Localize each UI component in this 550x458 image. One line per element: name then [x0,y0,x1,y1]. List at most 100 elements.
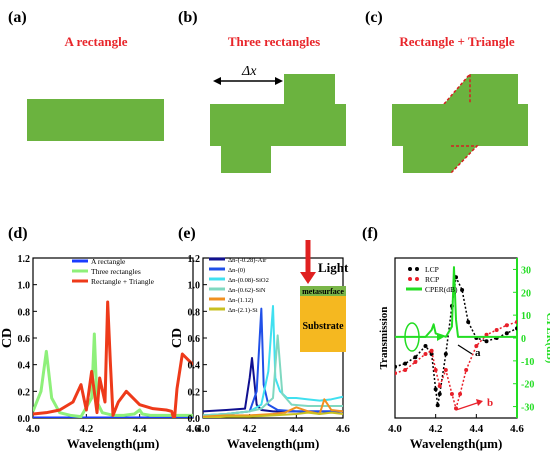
y-tick-label: 0.8 [18,307,31,318]
x-tick-label: 4.2 [79,423,93,435]
dx-arrow-head-right-icon [275,77,283,85]
y-tick-label: 0.6 [18,334,31,345]
y-axis-label: CD [0,328,15,348]
marker-b-label: b [487,397,493,409]
legend-label: Three rectangles [91,267,141,276]
metasurface-layer [300,286,346,296]
right-y-tick-label: 0 [521,334,526,345]
cper-indicator-ellipse [404,322,420,352]
panel-c-letter: (c) [365,9,383,26]
legend-label: Δn-(2.1)-Si [228,307,258,314]
substrate-layer [300,296,346,352]
cper-arrow-head-icon [437,333,444,341]
marker-b-line [455,401,481,411]
x-tick-label: 4.6 [336,423,350,435]
legend-marker [415,277,419,281]
panel-b: (b) Three rectangles Δx [178,9,346,173]
top-rectangle-shape [284,74,335,104]
plot-area [203,305,343,418]
data-point-rcp [429,348,434,353]
panel-b-letter: (b) [178,9,198,26]
series-line [395,266,517,338]
bottom-rectangle-shape [403,146,451,173]
right-y-tick-label: 20 [521,288,531,299]
y-tick-label: 0.0 [188,414,201,425]
legend-label: Δn-(0) [228,267,245,274]
legend-label: LCP [425,265,439,274]
y-tick-label: 0.2 [188,387,201,398]
panel-c-caption: Rectangle + Triangle [399,34,514,49]
panel-b-caption: Three rectangles [228,34,320,49]
legend-label: CPER(dB) [425,285,458,294]
legend-label: RCP [425,275,439,284]
right-y-tick-label: -30 [521,403,534,414]
x-axis-label: Wavelength(μm) [227,436,320,451]
y-tick-label: 0.2 [18,387,31,398]
x-axis-label: Wavelength(μm) [410,436,503,451]
top-triangle-shape [444,74,470,104]
y-tick-label: 0.4 [18,361,31,372]
panel-a-caption: A rectangle [65,34,128,49]
axes-frame [394,257,518,419]
y-tick-label: 1.2 [188,254,201,265]
rectangle-shape [27,99,164,141]
x-tick-label: 4.0 [26,423,40,435]
substrate-label: Substrate [302,321,344,332]
series-line [395,321,517,412]
panel-letter: (f) [362,225,378,242]
y-tick-label: 0.4 [188,361,201,372]
y-tick-label: 0.6 [188,334,201,345]
marker-b-arrow-icon [476,399,483,406]
y-tick-label: 0.0 [18,414,31,425]
y-axis-label: CD [170,328,185,348]
legend-label: A rectangle [91,257,126,266]
series-line [203,398,343,418]
panel-letter: (e) [178,225,196,242]
plot-area [33,300,193,418]
right-y-tick-label: -20 [521,380,534,391]
y-axis-label: Transmission [378,307,390,370]
legend-marker [408,277,412,281]
data-point-lcp [433,387,438,392]
chart-e: (e) 4.0 4.2 4.4 4.6 Wavelength(μm) 0.0 0.2 0.4 0.… [170,225,350,451]
x-tick-label: 4.0 [388,423,402,435]
legend-marker [408,267,412,271]
x-tick-label: 4.2 [243,423,257,435]
y-tick-label: 0.8 [188,307,201,318]
dx-arrow-head-left-icon [213,77,221,85]
dx-label: Δx [241,64,257,79]
x-tick-label: 4.4 [469,423,483,435]
legend-label: Δn-(-0.28)-Air [228,257,267,264]
legend-label: Δn-(0.62)-SiN [228,287,266,294]
y-tick-label: 1.0 [188,281,201,292]
x-tick-label: 4.4 [133,423,147,435]
y-tick-label: 1.2 [18,254,31,265]
panel-a-letter: (a) [8,9,27,26]
plot-area [395,266,517,412]
legend-label: Δn-(0.08)-SiO2 [228,277,269,284]
top-rectangle-shape [470,74,518,104]
middle-rectangle-shape [392,104,528,146]
light-arrow-head-icon [300,272,316,284]
chart-d: (d) 4.0 4.2 4.4 4.6 Wavelength(μm) 0.0 0.2 0.4 0.… [0,225,200,451]
panel-c: (c) Rectangle + Triangle [365,9,528,174]
series-line [33,300,193,418]
right-y-axis-label: CPER(dB) [544,313,550,364]
x-tick-label: 4.6 [510,423,524,435]
x-tick-label: 4.6 [186,423,200,435]
bottom-triangle-outline [450,145,479,174]
middle-rectangle-shape [210,104,346,146]
light-label: Light [318,260,349,275]
metasurface-label: metasurface [302,287,344,296]
x-axis-label: Wavelength(μm) [67,436,160,451]
right-y-tick-label: -10 [521,357,534,368]
right-y-tick-label: 30 [521,265,531,276]
data-point-lcp [435,403,440,408]
chart-f: (f) 4.0 4.2 4.4 4.6 Wavelength(μm) Transmissio… [362,225,550,451]
marker-a-line [457,344,473,355]
marker-a-label: a [475,347,481,359]
x-tick-label: 4.4 [289,423,303,435]
panel-a: (a) A rectangle [8,9,164,141]
series-line [395,274,517,406]
